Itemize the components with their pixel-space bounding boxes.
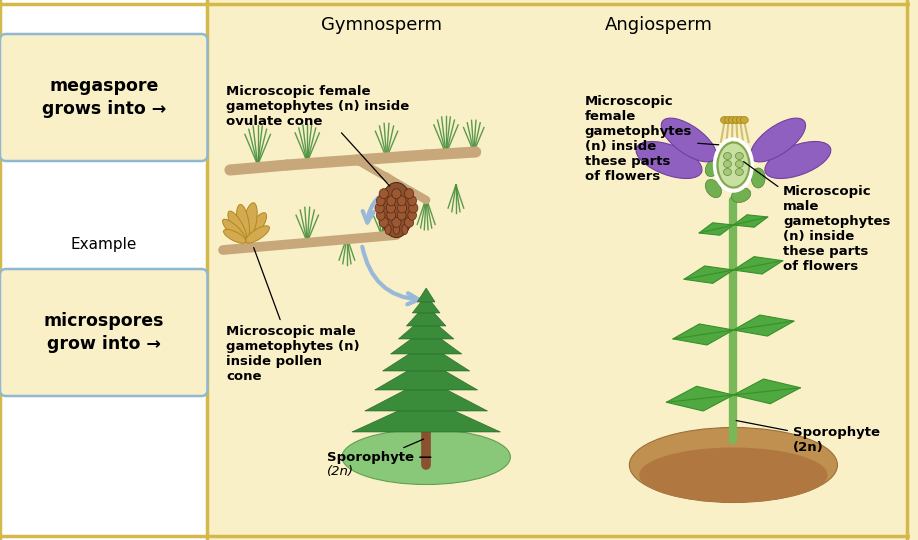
Text: megaspore
grows into →: megaspore grows into → — [41, 77, 166, 118]
Polygon shape — [364, 379, 487, 411]
Text: Sporophyte —: Sporophyte — — [327, 439, 432, 464]
Polygon shape — [352, 398, 500, 432]
Ellipse shape — [223, 230, 246, 244]
FancyBboxPatch shape — [207, 0, 910, 540]
Polygon shape — [733, 256, 783, 274]
Ellipse shape — [630, 428, 837, 503]
Text: Sporophyte
(2n): Sporophyte (2n) — [736, 421, 879, 454]
Polygon shape — [390, 328, 462, 354]
Ellipse shape — [661, 118, 716, 162]
Ellipse shape — [750, 118, 806, 162]
Ellipse shape — [718, 143, 749, 187]
Ellipse shape — [735, 168, 744, 176]
Ellipse shape — [397, 196, 406, 206]
Ellipse shape — [244, 213, 266, 242]
Ellipse shape — [751, 168, 765, 188]
Ellipse shape — [405, 188, 414, 199]
Ellipse shape — [705, 158, 722, 177]
Ellipse shape — [341, 429, 510, 484]
Text: Angiosperm: Angiosperm — [605, 16, 712, 34]
Polygon shape — [733, 379, 800, 404]
Ellipse shape — [386, 210, 396, 220]
Ellipse shape — [228, 211, 247, 242]
Ellipse shape — [405, 217, 414, 227]
Ellipse shape — [375, 203, 385, 213]
Polygon shape — [412, 295, 440, 313]
Polygon shape — [673, 324, 733, 345]
Ellipse shape — [386, 203, 396, 213]
Ellipse shape — [379, 188, 388, 199]
Polygon shape — [700, 223, 733, 235]
Ellipse shape — [242, 202, 257, 242]
Ellipse shape — [729, 117, 736, 124]
Ellipse shape — [393, 225, 399, 234]
Text: Gymnosperm: Gymnosperm — [320, 16, 442, 34]
Ellipse shape — [386, 196, 396, 206]
Ellipse shape — [723, 152, 732, 159]
Ellipse shape — [408, 196, 417, 206]
Ellipse shape — [245, 226, 270, 243]
Ellipse shape — [735, 160, 744, 167]
Ellipse shape — [732, 153, 751, 168]
Ellipse shape — [735, 152, 744, 159]
Ellipse shape — [397, 210, 406, 220]
Ellipse shape — [408, 210, 417, 220]
Text: microspores
grow into →: microspores grow into → — [43, 312, 164, 353]
Ellipse shape — [732, 188, 751, 202]
Polygon shape — [666, 386, 733, 411]
Polygon shape — [733, 315, 794, 336]
Text: Microscopic male
gametophytes (n)
inside pollen
cone: Microscopic male gametophytes (n) inside… — [226, 248, 360, 383]
FancyBboxPatch shape — [0, 0, 207, 540]
Text: Microscopic
male
gametophytes
(n) inside
these parts
of flowers: Microscopic male gametophytes (n) inside… — [744, 161, 890, 273]
Ellipse shape — [409, 203, 418, 213]
Ellipse shape — [740, 117, 748, 124]
Ellipse shape — [723, 168, 732, 176]
Text: Microscopic female
gametophytes (n) inside
ovulate cone: Microscopic female gametophytes (n) insi… — [226, 85, 409, 186]
Ellipse shape — [736, 117, 744, 124]
Ellipse shape — [765, 141, 831, 179]
Ellipse shape — [639, 448, 827, 503]
Ellipse shape — [376, 210, 385, 220]
Ellipse shape — [392, 188, 401, 199]
Ellipse shape — [721, 117, 729, 124]
Ellipse shape — [724, 117, 733, 124]
Polygon shape — [375, 360, 477, 390]
Ellipse shape — [402, 225, 408, 234]
Polygon shape — [733, 215, 767, 227]
Text: (2n): (2n) — [327, 465, 354, 478]
Ellipse shape — [222, 219, 246, 242]
Text: Microscopic
female
gametophytes
(n) inside
these parts
of flowers: Microscopic female gametophytes (n) insi… — [585, 95, 719, 183]
FancyBboxPatch shape — [0, 269, 207, 396]
Ellipse shape — [376, 196, 385, 206]
Text: Example: Example — [71, 238, 137, 253]
Ellipse shape — [705, 179, 722, 198]
Polygon shape — [383, 343, 470, 371]
Ellipse shape — [392, 217, 401, 227]
Ellipse shape — [636, 141, 702, 179]
Ellipse shape — [379, 217, 388, 227]
Ellipse shape — [733, 117, 740, 124]
Polygon shape — [398, 315, 453, 339]
Ellipse shape — [237, 205, 250, 242]
Ellipse shape — [379, 183, 413, 238]
Polygon shape — [407, 304, 446, 326]
FancyBboxPatch shape — [0, 34, 207, 161]
Ellipse shape — [385, 225, 391, 234]
Ellipse shape — [723, 160, 732, 167]
Polygon shape — [418, 288, 435, 302]
Ellipse shape — [397, 203, 407, 213]
Polygon shape — [684, 266, 733, 284]
